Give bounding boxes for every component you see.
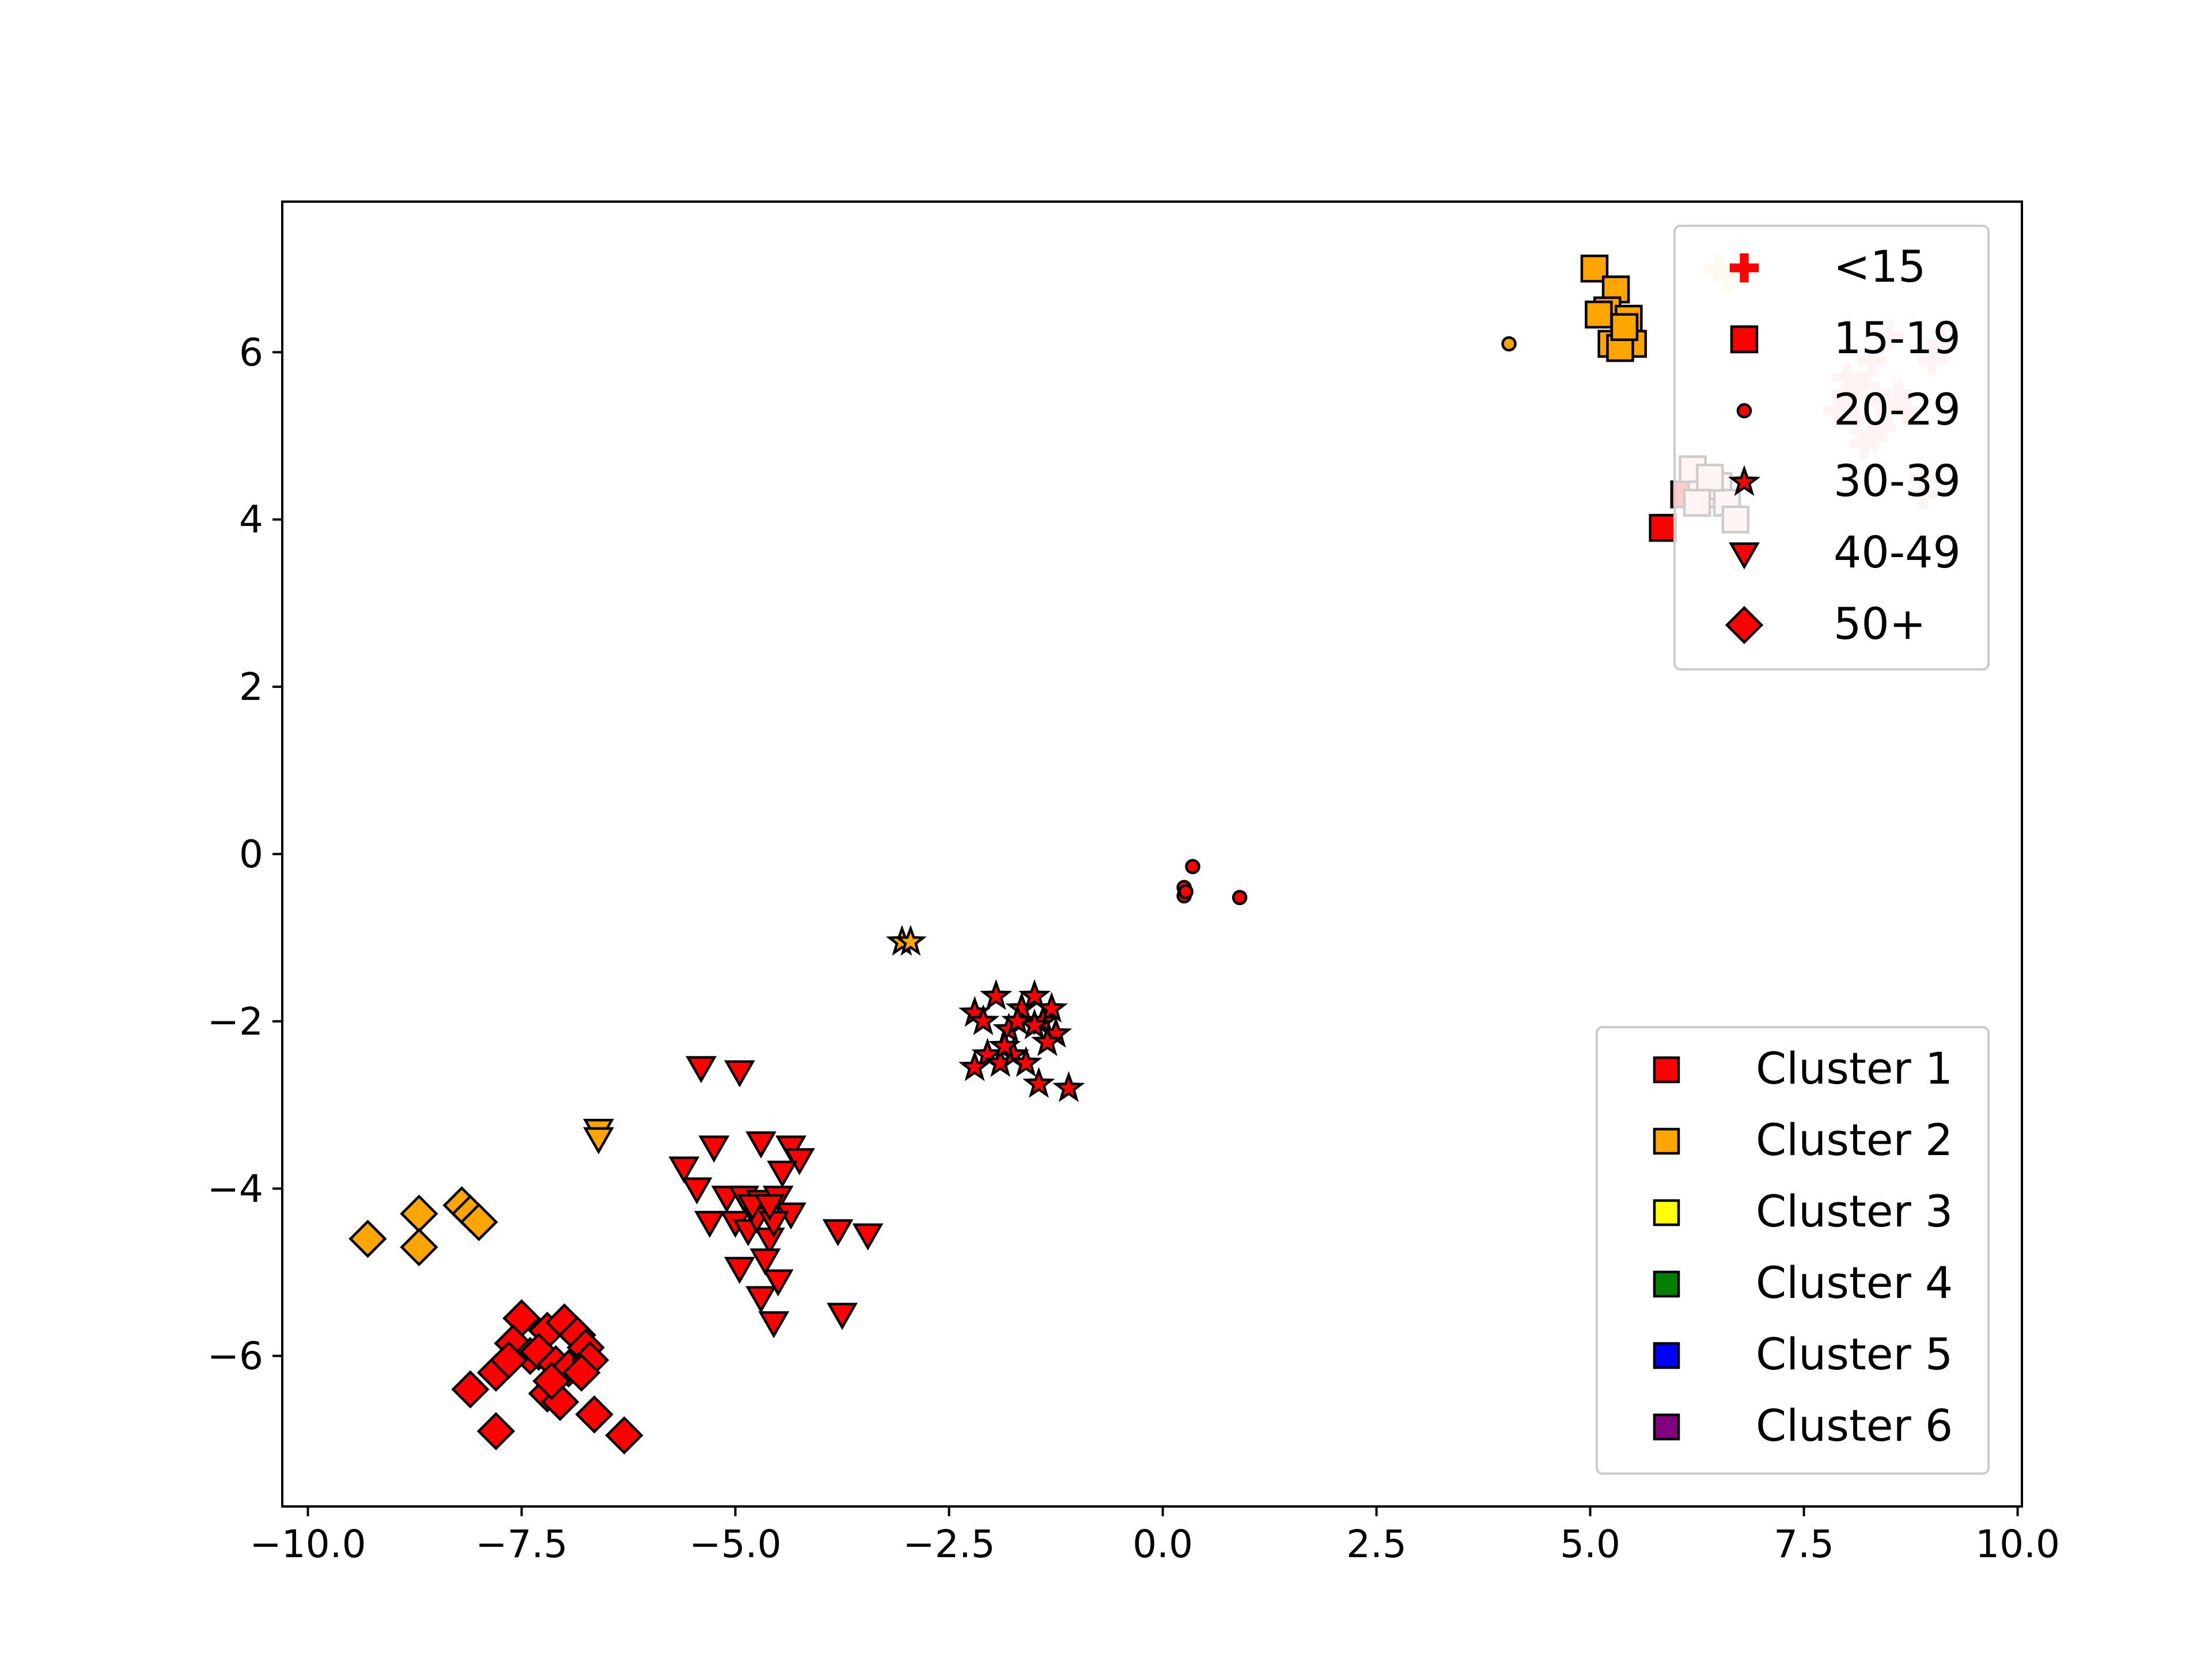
data-point-triangle-down [767,1160,798,1188]
y-tick-label: 0 [239,832,263,877]
data-point-triangle-down [762,1269,794,1297]
legend-marker-triangle-down [1729,542,1760,570]
x-tick-label: 5.0 [1560,1522,1620,1566]
legend-label: 15-19 [1834,312,1961,364]
legend-age-groups: <15 15-19 20-29 30-39 40-49 50+ [1673,225,1990,671]
data-point-triangle-down [685,1056,717,1084]
data-point-star [988,1029,1021,1061]
y-axis: −6 −4 −2 0 2 4 6 [207,330,282,1379]
legend-cluster-swatch [1653,1056,1680,1084]
legend-box [1673,225,1990,671]
legend-marker-circle [1736,403,1752,419]
x-tick-label: 10.0 [1975,1522,2060,1566]
data-point-diamond [532,1362,571,1400]
legend-clusters: Cluster 1 Cluster 2 Cluster 3 Cluster 4 Clus… [1596,1026,1990,1475]
data-point-triangle-down [681,1177,713,1205]
data-point-triangle-down [822,1219,854,1247]
legend-label: Cluster 1 [1756,1043,1953,1094]
y-tick-label: −2 [207,1000,263,1044]
data-point-triangle-down [668,1156,700,1184]
data-point-triangle-down [694,1210,725,1238]
data-point-triangle-down [724,1256,755,1284]
legend-label: 50+ [1834,598,1926,649]
data-point-star [1009,1046,1043,1077]
y-tick-label: −4 [207,1167,263,1211]
legend-label: Cluster 4 [1756,1257,1953,1308]
legend-marker-star [1728,465,1761,496]
legend-marker-diamond [1725,605,1764,645]
data-point-star [1001,1004,1034,1035]
data-point-circle [1178,884,1194,900]
legend-cluster-swatch [1653,1413,1680,1441]
data-point-circle [1185,859,1200,874]
data-point-triangle-down [724,1060,755,1088]
x-tick-label: 7.5 [1774,1522,1834,1566]
data-point-diamond [460,1203,498,1241]
data-point-star [1052,1071,1085,1102]
legend-label: Cluster 6 [1756,1400,1953,1451]
legend-marker-plus [1729,253,1759,283]
legend-label: Cluster 2 [1756,1114,1953,1165]
data-point-diamond [451,1370,490,1409]
data-marks [349,253,1956,1455]
data-point-diamond [575,1395,613,1434]
y-tick-label: 2 [239,665,263,709]
data-point-square [1610,313,1639,342]
legend-cluster-swatch [1653,1270,1680,1298]
data-point-star [979,979,1013,1010]
data-point-square [1585,300,1613,329]
data-point-diamond [490,1341,528,1380]
legend-label: Cluster 5 [1756,1328,1953,1380]
data-point-diamond [562,1353,601,1392]
legend-label: 30-39 [1834,455,1961,506]
x-tick-label: 0.0 [1132,1522,1193,1566]
data-point-triangle-down [749,1248,781,1276]
data-point-diamond [476,1412,516,1451]
legend-label: Cluster 3 [1756,1186,1953,1237]
data-point-star [894,925,927,956]
legend-marker-square [1730,325,1759,354]
x-tick-label: −7.5 [475,1522,567,1566]
data-point-star [967,1004,1000,1035]
x-tick-label: −10.0 [249,1522,366,1566]
y-tick-label: −6 [207,1334,263,1379]
data-point-star [1018,979,1051,1010]
data-point-triangle-down [827,1303,858,1330]
data-point-triangle-down [745,1131,777,1159]
data-point-star [1035,991,1068,1023]
x-axis: −10.0 −7.5 −5.0 −2.5 0.0 2.5 5.0 7.5 10.0 [249,1506,2060,1566]
x-tick-label: 2.5 [1346,1522,1407,1566]
y-tick-label: 4 [239,498,263,542]
data-point-triangle-down [754,1194,785,1221]
data-point-star [958,1050,991,1081]
x-tick-label: −2.5 [903,1522,995,1566]
data-point-circle [1501,336,1517,352]
y-tick-label: 6 [239,330,263,374]
data-point-triangle-down [698,1135,730,1163]
data-point-diamond [605,1416,643,1455]
legend-cluster-swatch [1653,1342,1680,1369]
data-point-square [1649,514,1677,542]
data-point-triangle-down [852,1223,884,1251]
x-tick-label: −5.0 [689,1522,781,1566]
data-point-diamond [400,1228,438,1267]
legend-label: 40-49 [1834,527,1961,578]
legend-cluster-swatch [1653,1127,1680,1155]
data-point-triangle-down [583,1127,614,1154]
legend-label: 20-29 [1834,384,1961,435]
data-point-circle [1232,889,1248,906]
data-point-star [1022,1067,1055,1098]
legend-box [1596,1026,1990,1475]
data-point-triangle-down [758,1311,790,1339]
data-point-triangle-down [745,1286,777,1313]
data-point-star [1031,1025,1064,1057]
data-point-diamond [349,1220,387,1258]
legend-cluster-swatch [1653,1199,1680,1226]
legend-label: <15 [1834,241,1926,292]
